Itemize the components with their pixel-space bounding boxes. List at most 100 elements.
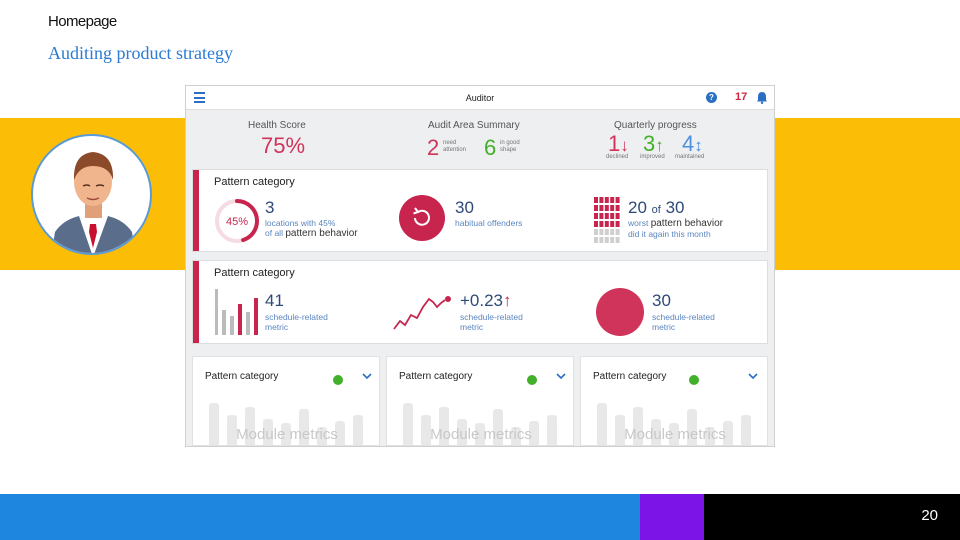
- avatar: [31, 134, 152, 255]
- grid-cell: [594, 213, 598, 219]
- worst-text-2: did it again this month: [628, 229, 711, 239]
- grid-cell: [604, 197, 609, 203]
- arrow-down-icon: ↓: [620, 136, 629, 155]
- grid-cell: [594, 229, 598, 235]
- schedule-metric-3-text-1: schedule-related: [652, 312, 715, 322]
- worst-ratio: 20 of 30: [628, 198, 685, 218]
- grid-cell: [615, 205, 620, 211]
- worst-text-dark: pattern behavior: [650, 218, 723, 229]
- notification-count[interactable]: 17: [735, 91, 748, 103]
- footer-black-band: [704, 494, 960, 540]
- grid-cell: [615, 197, 620, 203]
- locations-value: 3: [265, 198, 275, 217]
- bell-icon[interactable]: [756, 91, 768, 104]
- audit-attention-value: 2: [427, 135, 440, 160]
- auditor-app-window: Auditor ? 17 Health Score 75% Audit Area…: [185, 85, 775, 447]
- card-title: Pattern category: [214, 267, 295, 279]
- module-card-1[interactable]: Pattern category Module metrics: [192, 356, 380, 446]
- declined-label: declined: [606, 154, 629, 160]
- quarterly-progress-label: Quarterly progress: [614, 120, 697, 131]
- locations-text-2: of all: [265, 228, 283, 238]
- declined-value: 1: [608, 131, 621, 156]
- worst-text-1: worst: [628, 218, 649, 228]
- slide-top-title: Homepage: [48, 13, 117, 30]
- arrow-up-down-icon: ↕: [694, 136, 703, 155]
- schedule-metric-3-text: schedule-related metric: [652, 312, 715, 332]
- trend-line-icon: [393, 296, 451, 330]
- module-placeholder: Module metrics: [624, 426, 726, 443]
- summary-strip: Health Score 75% Audit Area Summary 2 ne…: [186, 111, 774, 166]
- footer-purple-band: [640, 494, 704, 540]
- grid-cell: [610, 197, 615, 203]
- grid-cell: [599, 205, 604, 211]
- maintained-label: maintained: [675, 154, 705, 160]
- module-placeholder: Module metrics: [236, 426, 338, 443]
- locations-text-dark: pattern behavior: [285, 228, 358, 239]
- hamburger-menu-icon[interactable]: [194, 92, 205, 103]
- grid-cell: [615, 237, 620, 243]
- pattern-card-2[interactable]: Pattern category 41 schedule-related met…: [192, 260, 768, 344]
- percent-donut-icon: 45%: [215, 199, 259, 243]
- audit-attention-text-2: attention: [443, 147, 467, 153]
- improved-metric: 3↑: [643, 131, 664, 157]
- solid-circle-icon: [596, 288, 644, 336]
- refresh-circle-icon: [399, 195, 445, 241]
- schedule-metric-1-text: schedule-related metric: [265, 312, 328, 332]
- audit-good-text-2: shape: [500, 147, 517, 153]
- worst-value-a: 20: [628, 198, 647, 217]
- grid-cell: [610, 205, 615, 211]
- chevron-down-icon[interactable]: [748, 372, 758, 380]
- arrow-up-icon: ↑: [503, 291, 512, 310]
- arrow-up-icon: ↑: [655, 136, 664, 155]
- audit-area-label: Audit Area Summary: [428, 120, 520, 131]
- maintained-metric: 4↕: [682, 131, 703, 157]
- help-icon[interactable]: ?: [706, 92, 717, 103]
- audit-good-text-1: in good: [500, 140, 520, 146]
- maintained-value: 4: [682, 131, 695, 156]
- schedule-metric-1-text-2: metric: [265, 322, 289, 332]
- check-icon: [689, 375, 699, 385]
- module-title: Pattern category: [593, 371, 667, 382]
- grid-pattern-icon: [594, 197, 620, 243]
- health-score-value: 75%: [261, 133, 306, 158]
- module-card-3[interactable]: Pattern category Module metrics: [580, 356, 768, 446]
- grid-cell: [615, 213, 620, 219]
- grid-cell: [604, 229, 609, 235]
- schedule-metric-1-text-1: schedule-related: [265, 312, 328, 322]
- locations-text-1: locations with 45%: [265, 218, 336, 228]
- grid-cell: [599, 213, 604, 219]
- grid-cell: [604, 237, 609, 243]
- card-title: Pattern category: [214, 176, 295, 188]
- grid-cell: [604, 221, 609, 227]
- grid-cell: [615, 221, 620, 227]
- grid-cell: [610, 213, 615, 219]
- check-icon: [527, 375, 537, 385]
- grid-cell: [594, 237, 598, 243]
- schedule-metric-1-value: 41: [265, 291, 284, 310]
- grid-cell: [599, 229, 604, 235]
- locations-text: locations with 45% of all pattern behavi…: [265, 218, 358, 239]
- chevron-down-icon[interactable]: [362, 372, 372, 380]
- improved-label: improved: [640, 154, 665, 160]
- grid-cell: [599, 221, 604, 227]
- declined-metric: 1↓: [608, 131, 629, 157]
- grid-cell: [594, 205, 598, 211]
- grid-cell: [615, 229, 620, 235]
- app-title: Auditor: [465, 93, 495, 103]
- grid-cell: [599, 237, 604, 243]
- worst-of: of: [651, 204, 661, 216]
- worst-text: worst pattern behavior did it again this…: [628, 218, 723, 239]
- pattern-card-1[interactable]: Pattern category 45% 3 locations with 45…: [192, 169, 768, 252]
- schedule-metric-2: +0.23↑: [460, 291, 512, 311]
- card-accent-bar: [193, 170, 199, 251]
- grid-cell: [594, 197, 598, 203]
- health-score-label: Health Score: [248, 120, 306, 131]
- schedule-metric-2-text-2: metric: [460, 322, 484, 332]
- module-card-2[interactable]: Pattern category Module metrics: [386, 356, 574, 446]
- donut-label: 45%: [226, 216, 248, 228]
- habitual-offenders-text: habitual offenders: [455, 218, 523, 228]
- chevron-down-icon[interactable]: [556, 372, 566, 380]
- slide-subtitle: Auditing product strategy: [48, 43, 233, 63]
- grid-cell: [610, 237, 615, 243]
